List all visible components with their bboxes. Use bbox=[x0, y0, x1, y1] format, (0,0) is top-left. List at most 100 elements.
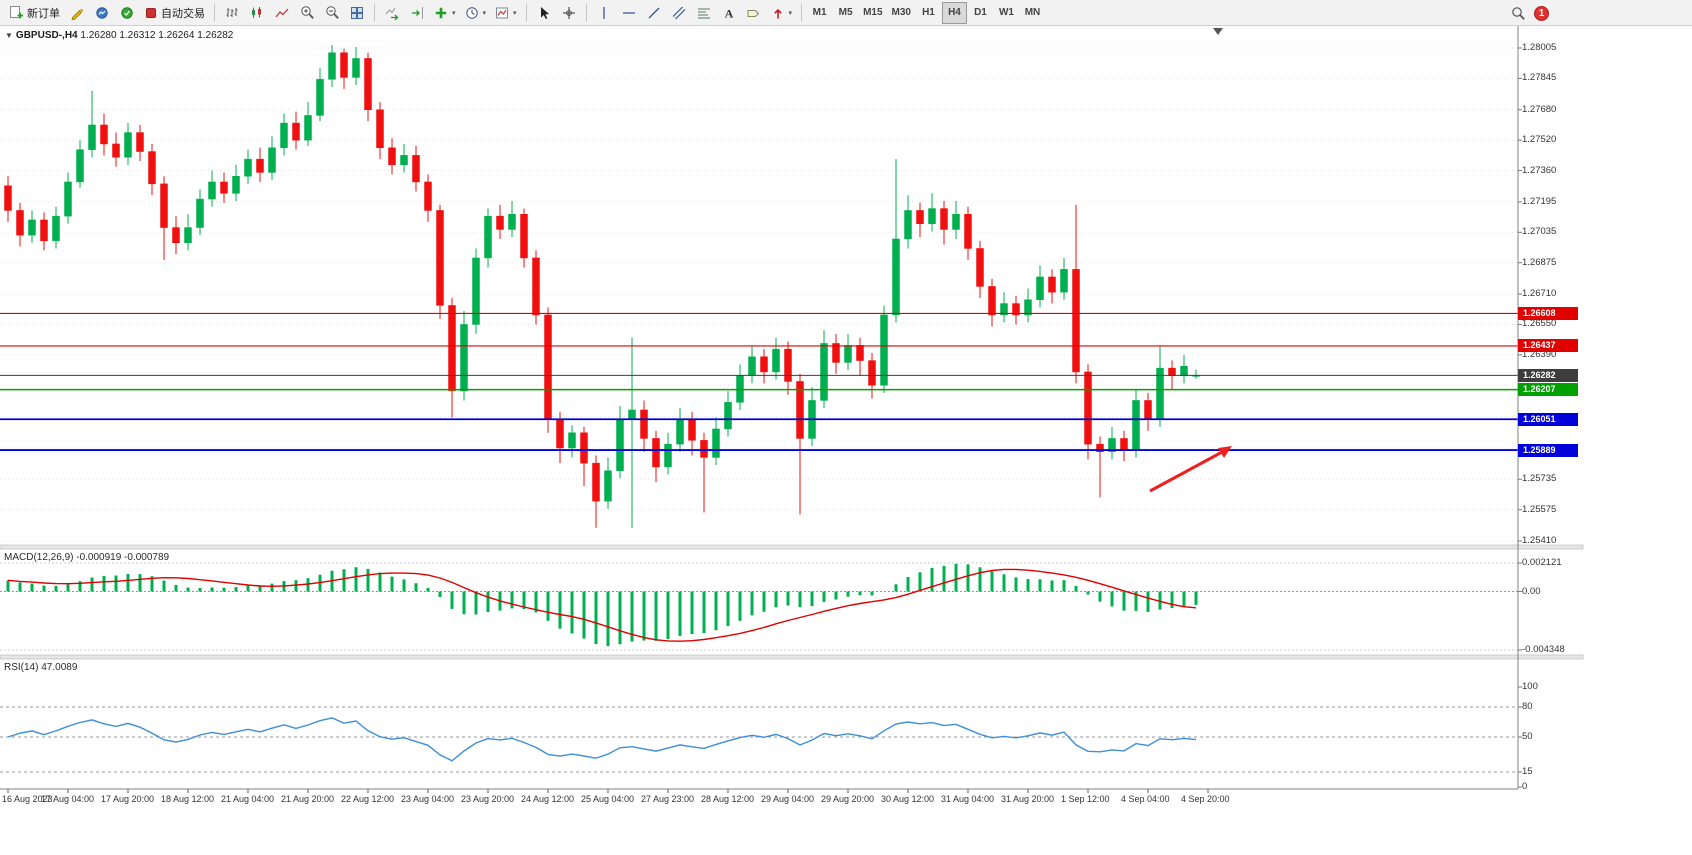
arrows-dropdown-button[interactable]: ▾ bbox=[767, 2, 797, 24]
bar-chart-icon bbox=[226, 7, 238, 17]
zoom-out-icon bbox=[325, 6, 339, 19]
price-axis-label: 1.25735 bbox=[1522, 473, 1557, 485]
signals-button[interactable] bbox=[115, 2, 139, 24]
macd-label: MACD(12,26,9) -0.000919 -0.000789 bbox=[4, 552, 169, 563]
indicators-dropdown-button[interactable]: ▾ bbox=[430, 2, 460, 24]
price-axis-label: 1.27520 bbox=[1522, 134, 1557, 146]
price-axis[interactable] bbox=[1518, 26, 1584, 789]
toolbar-separator bbox=[214, 3, 215, 22]
price-axis-label: 1.26710 bbox=[1522, 288, 1557, 300]
price-axis-label: 1.28005 bbox=[1522, 42, 1557, 53]
horizontal-line-button[interactable] bbox=[617, 2, 641, 24]
search-button[interactable] bbox=[1506, 2, 1530, 24]
timeframe-m5-button[interactable]: M5 bbox=[833, 2, 858, 24]
new-order-label: 新订单 bbox=[27, 7, 60, 20]
macd-name: MACD(12,26,9) bbox=[4, 552, 74, 563]
search-icon bbox=[1511, 6, 1525, 20]
time-axis-label: 1 Sep 12:00 bbox=[1061, 794, 1110, 804]
text-button[interactable]: A bbox=[717, 2, 741, 24]
toolbar-separator bbox=[585, 3, 587, 22]
autotrading-button[interactable]: 自动交易 bbox=[140, 2, 209, 24]
chart-symbol-period: GBPUSD-,H4 bbox=[15, 30, 78, 41]
zoom-out-button[interactable] bbox=[320, 2, 344, 24]
timeframe-m30-button[interactable]: M30 bbox=[888, 2, 915, 24]
price-axis-label: 1.25410 bbox=[1522, 535, 1557, 547]
arrow-annotation[interactable] bbox=[1149, 446, 1232, 493]
timeframe-w1-button[interactable]: W1 bbox=[994, 2, 1019, 24]
rsi-name: RSI(14) bbox=[4, 662, 39, 673]
periods-dropdown-button[interactable]: ▾ bbox=[461, 2, 491, 24]
price-tag: 1.26608 bbox=[1518, 306, 1578, 320]
chevron-down-icon: ▾ bbox=[513, 9, 517, 17]
candlestick-chart-icon bbox=[252, 6, 261, 18]
bar-chart-button[interactable] bbox=[220, 2, 244, 24]
price-axis-label: 1.26875 bbox=[1522, 256, 1557, 268]
timeframe-m15-button[interactable]: M15 bbox=[859, 2, 886, 24]
chart-header: ▼ GBPUSD-,H4 1.26280 1.26312 1.26264 1.26… bbox=[5, 30, 233, 41]
timeframe-h1-button[interactable]: H1 bbox=[916, 2, 941, 24]
price-grid bbox=[0, 47, 1522, 542]
cursor-arrow-icon bbox=[540, 6, 549, 19]
text-a-icon: A bbox=[724, 6, 733, 20]
line-chart-button[interactable] bbox=[270, 2, 294, 24]
time-axis-label: 27 Aug 23:00 bbox=[641, 794, 695, 804]
time-axis-label: 23 Aug 04:00 bbox=[401, 794, 455, 804]
time-axis-label: 21 Aug 04:00 bbox=[221, 794, 275, 804]
cursor-button[interactable] bbox=[532, 2, 556, 24]
price-axis-label: 1.27195 bbox=[1522, 195, 1557, 207]
metaeditor-button[interactable] bbox=[65, 2, 89, 24]
time-axis-label: 21 Aug 20:00 bbox=[281, 794, 335, 804]
chart-collapse-icon[interactable]: ▼ bbox=[5, 31, 13, 40]
templates-dropdown-button[interactable]: ▾ bbox=[491, 2, 521, 24]
trendline-button[interactable] bbox=[642, 2, 666, 24]
zoom-in-icon bbox=[300, 6, 314, 19]
zoom-in-button[interactable] bbox=[295, 2, 319, 24]
time-axis[interactable] bbox=[0, 789, 1518, 812]
panel-separator[interactable] bbox=[0, 544, 1584, 550]
equidistant-channel-button[interactable] bbox=[667, 2, 691, 24]
price-tag: 1.26051 bbox=[1518, 412, 1578, 426]
ohlc-close: 1.26282 bbox=[197, 30, 234, 41]
candlestick-chart-button[interactable] bbox=[245, 2, 269, 24]
macd-axis-label: 0.002121 bbox=[1522, 557, 1562, 568]
ohlc-open: 1.26280 bbox=[80, 30, 117, 41]
chart-shift-icon bbox=[411, 6, 423, 19]
time-axis-label: 17 Aug 20:00 bbox=[101, 794, 155, 804]
time-axis-label: 29 Aug 04:00 bbox=[761, 794, 815, 804]
tile-windows-button[interactable] bbox=[345, 2, 369, 24]
new-order-button[interactable]: 新订单 bbox=[4, 2, 64, 24]
template-chart-icon bbox=[496, 7, 509, 18]
market-watch-button[interactable] bbox=[90, 2, 114, 24]
chart-shift-marker-icon[interactable] bbox=[1213, 28, 1223, 35]
panel-separator[interactable] bbox=[0, 654, 1584, 660]
rsi-axis-label: 100 bbox=[1522, 681, 1538, 692]
time-axis-label: 17 Aug 04:00 bbox=[41, 794, 95, 804]
rsi-value: 47.0089 bbox=[41, 662, 78, 673]
timeframe-d1-button[interactable]: D1 bbox=[968, 2, 993, 24]
line-chart-icon bbox=[275, 8, 289, 17]
time-axis-label: 16 Aug 2023 bbox=[2, 794, 53, 804]
timeframe-mn-button[interactable]: MN bbox=[1020, 2, 1045, 24]
rsi-axis-label: 50 bbox=[1522, 731, 1533, 742]
time-axis-label: 4 Sep 04:00 bbox=[1121, 794, 1170, 804]
chevron-down-icon: ▾ bbox=[482, 9, 487, 17]
time-axis-label: 28 Aug 12:00 bbox=[701, 794, 755, 804]
time-axis-label: 23 Aug 20:00 bbox=[461, 794, 515, 804]
time-axis-label: 30 Aug 12:00 bbox=[881, 794, 935, 804]
chart-shift-button[interactable] bbox=[405, 2, 429, 24]
crosshair-icon bbox=[562, 6, 575, 19]
fibonacci-button[interactable] bbox=[692, 2, 716, 24]
timeframe-h4-button[interactable]: H4 bbox=[941, 1, 967, 24]
timeframe-m1-button[interactable]: M1 bbox=[807, 2, 832, 24]
crosshair-button[interactable] bbox=[557, 2, 581, 24]
time-axis-label: 25 Aug 04:00 bbox=[581, 794, 635, 804]
notification-badge[interactable]: 1 bbox=[1534, 5, 1549, 21]
auto-scroll-button[interactable] bbox=[380, 2, 404, 24]
price-axis-label: 1.27845 bbox=[1522, 72, 1557, 84]
vertical-line-button[interactable] bbox=[592, 2, 616, 24]
clock-icon bbox=[465, 6, 478, 19]
text-label-button[interactable] bbox=[742, 2, 766, 24]
ohlc-low: 1.26264 bbox=[158, 30, 195, 41]
